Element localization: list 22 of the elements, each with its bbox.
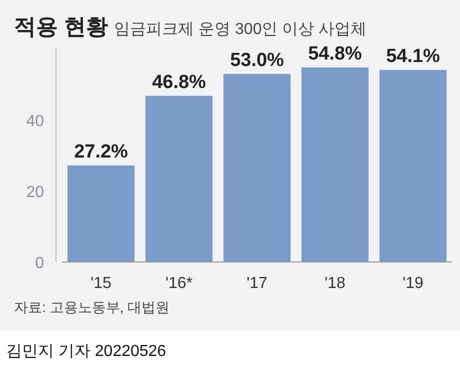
x-tick-label: '17 bbox=[246, 275, 268, 292]
data-label: 54.8% bbox=[308, 43, 362, 64]
bar bbox=[301, 67, 369, 262]
chart-title: 적용 현황 bbox=[14, 14, 108, 39]
y-tick-label: 40 bbox=[26, 113, 44, 130]
bar bbox=[223, 74, 291, 262]
data-label: 54.1% bbox=[386, 46, 440, 67]
data-label: 27.2% bbox=[74, 141, 128, 162]
bar bbox=[145, 96, 213, 262]
x-tick-label: '16* bbox=[165, 275, 193, 292]
text: 김민지 기자 20220526 bbox=[6, 343, 166, 360]
data-label: 53.0% bbox=[230, 50, 284, 71]
text: 자료: 고용노동부, 대법원 bbox=[14, 299, 170, 315]
x-tick-label: '15 bbox=[90, 275, 112, 292]
x-tick-label: '19 bbox=[402, 275, 424, 292]
y-tick-label: 0 bbox=[35, 255, 44, 272]
x-tick-label: '18 bbox=[324, 275, 346, 292]
y-tick-label: 20 bbox=[26, 184, 44, 201]
chart-subtitle: 임금피크제 운영 300인 이상 사업체 bbox=[114, 21, 367, 38]
data-label: 46.8% bbox=[152, 72, 206, 93]
bar bbox=[379, 70, 447, 262]
bar bbox=[67, 165, 135, 262]
